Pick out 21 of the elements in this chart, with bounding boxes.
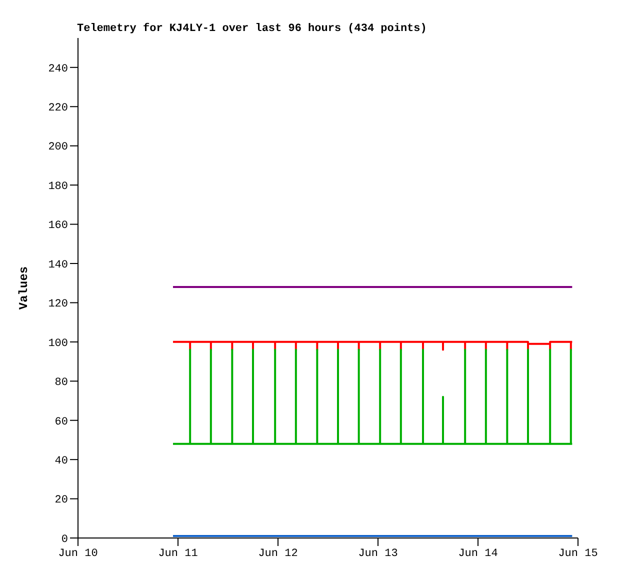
y-tick-label: 80 [54,377,68,390]
y-tick-label: 20 [54,494,68,507]
y-tick-label: 240 [48,63,68,76]
y-tick-label: 180 [48,180,68,193]
x-tick-label: Jun 10 [58,548,98,560]
y-axis-title: Values [17,266,31,310]
y-tick-label: 40 [54,455,68,468]
y-tick-label: 120 [48,298,68,311]
x-tick-label: Jun 13 [358,548,398,560]
y-tick-label: 220 [48,102,68,115]
x-tick-label: Jun 15 [558,548,598,560]
y-tick-label: 0 [61,534,68,546]
x-tick-label: Jun 14 [458,548,498,560]
y-tick-label: 160 [48,220,68,232]
chart-title: Telemetry for KJ4LY-1 over last 96 hours (434 points) [77,23,427,35]
y-tick-label: 200 [48,142,68,154]
y-tick-label: 60 [54,416,68,428]
y-tick-label: 140 [48,259,68,272]
y-tick-label: 100 [48,338,68,350]
x-tick-label: Jun 12 [258,548,298,560]
x-tick-label: Jun 11 [158,548,198,560]
